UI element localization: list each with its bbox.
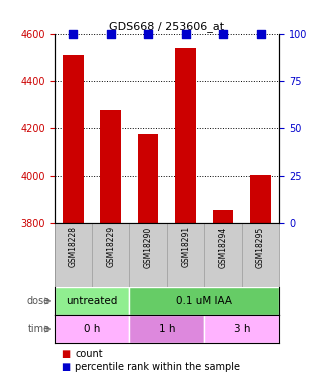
Text: GSM18291: GSM18291 [181, 226, 190, 267]
Bar [250, 175, 271, 223]
Bar [129, 287, 279, 315]
Bar [213, 210, 233, 223]
Text: 0 h: 0 h [84, 324, 100, 334]
Title: GDS668 / 253606_at: GDS668 / 253606_at [109, 22, 224, 33]
Bar [55, 287, 129, 315]
Text: untreated: untreated [66, 296, 118, 306]
Bar [55, 315, 129, 343]
Bar [129, 315, 204, 343]
Text: time: time [28, 324, 50, 334]
Text: GSM18295: GSM18295 [256, 226, 265, 268]
Bar [100, 110, 121, 223]
Bar [138, 134, 159, 223]
Point [221, 31, 226, 37]
Text: 0.1 uM IAA: 0.1 uM IAA [176, 296, 232, 306]
Bar [63, 55, 83, 223]
Text: GSM18294: GSM18294 [219, 226, 228, 268]
Text: ■: ■ [61, 349, 70, 359]
Point [258, 31, 263, 37]
Text: GSM18228: GSM18228 [69, 226, 78, 267]
Bar [204, 315, 279, 343]
Point [183, 31, 188, 37]
Text: count: count [75, 349, 103, 359]
Text: 1 h: 1 h [159, 324, 175, 334]
Point [71, 31, 76, 37]
Text: ■: ■ [61, 362, 70, 372]
Text: GSM18290: GSM18290 [144, 226, 153, 268]
Bar [175, 48, 196, 223]
Text: 3 h: 3 h [234, 324, 250, 334]
Text: GSM18229: GSM18229 [106, 226, 115, 267]
Point [146, 31, 151, 37]
Text: dose: dose [27, 296, 50, 306]
Text: percentile rank within the sample: percentile rank within the sample [75, 362, 240, 372]
Point [108, 31, 113, 37]
